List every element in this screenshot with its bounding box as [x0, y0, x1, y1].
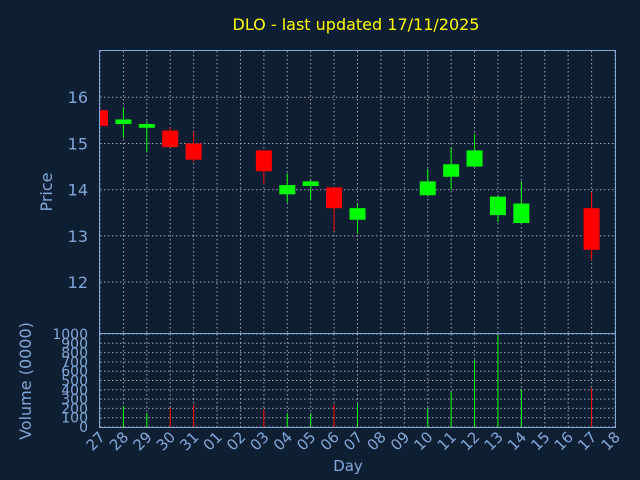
volume-tick-label: 200: [61, 401, 88, 417]
candle-body: [255, 150, 272, 172]
x-tick-label: 12: [457, 428, 483, 454]
candle: [349, 203, 366, 234]
volume-tick-label: 400: [61, 383, 88, 399]
candle-body: [513, 203, 530, 223]
candle: [185, 131, 202, 162]
volume-tick-label: 1000: [52, 327, 88, 343]
x-tick-label: 29: [129, 428, 155, 454]
candle: [279, 173, 296, 203]
x-tick-label: 06: [317, 428, 343, 454]
candle-body: [349, 208, 366, 220]
x-axis-label: Day: [333, 457, 363, 475]
x-tick-label: 02: [223, 428, 249, 454]
x-tick-label: 31: [176, 428, 202, 454]
candle-body: [443, 164, 460, 177]
candle: [489, 196, 506, 223]
candle-body: [326, 187, 343, 209]
candle-body: [162, 130, 179, 148]
volume-frame: [99, 333, 616, 428]
chart-title: DLO - last updated 17/11/2025: [233, 15, 480, 34]
candle-body: [302, 181, 319, 186]
candle-body: [419, 181, 436, 196]
x-tick-label: 30: [153, 428, 179, 454]
x-tick-label: 04: [270, 428, 296, 454]
volume-tick-label: 800: [61, 346, 88, 362]
volume-bars: [122, 334, 593, 427]
volume-tick-label: 700: [61, 355, 88, 371]
x-tick-label: 11: [434, 428, 460, 454]
x-tick-label: 05: [293, 428, 319, 454]
x-tick-label: 10: [410, 428, 436, 454]
price-candles: [99, 107, 600, 260]
candle-body: [100, 110, 108, 126]
candle-body: [185, 143, 202, 160]
candle-body: [489, 196, 506, 216]
x-tick-label: 28: [106, 428, 132, 454]
x-tick-label: 08: [364, 428, 390, 454]
x-tick-label: 13: [481, 428, 507, 454]
price-tick-label: 13: [68, 227, 88, 246]
candle: [466, 134, 483, 167]
x-tick-label: 15: [527, 428, 553, 454]
price-axis-label: Price: [37, 172, 56, 211]
price-grid: [99, 51, 616, 333]
candle: [255, 150, 272, 185]
x-tick-label: 09: [387, 428, 413, 454]
candle-body: [466, 150, 483, 167]
volume-tick-label: 100: [61, 411, 88, 427]
price-tick-label: 15: [68, 134, 88, 153]
price-tick-label: 14: [68, 181, 88, 200]
price-y-ticks: 12 13 14 15 16: [68, 88, 88, 292]
candle: [443, 147, 460, 190]
volume-tick-label: 500: [61, 374, 88, 390]
price-tick-label: 12: [68, 273, 88, 292]
candle: [99, 110, 108, 126]
x-tick-label: 03: [246, 428, 272, 454]
candle-body: [279, 185, 296, 195]
candle: [162, 127, 179, 148]
candle: [326, 187, 343, 232]
price-tick-label: 16: [68, 88, 88, 107]
volume-tick-label: 0: [79, 420, 88, 436]
volume-tick-label: 900: [61, 336, 88, 352]
candle: [583, 192, 600, 260]
candle-body: [583, 208, 600, 250]
x-tick-label: 01: [200, 428, 226, 454]
x-tick-label: 16: [551, 428, 577, 454]
candle-body: [115, 119, 132, 125]
x-axis-ticks: 2728293031010203040506070809101112131415…: [83, 428, 624, 454]
x-tick-label: 18: [598, 428, 624, 454]
volume-tick-label: 300: [61, 392, 88, 408]
x-tick-label: 17: [574, 428, 600, 454]
candle: [513, 181, 530, 223]
volume-axis-label: Volume (0000): [16, 322, 35, 440]
candle-body: [138, 124, 155, 128]
candle: [302, 180, 319, 200]
price-panel: 12 13 14 15 16 Price: [37, 50, 616, 334]
volume-tick-label: 600: [61, 364, 88, 380]
x-tick-label: 07: [340, 428, 366, 454]
candle: [115, 107, 132, 138]
candle: [419, 168, 436, 196]
candle: [138, 121, 155, 152]
x-tick-label: 14: [504, 428, 530, 454]
